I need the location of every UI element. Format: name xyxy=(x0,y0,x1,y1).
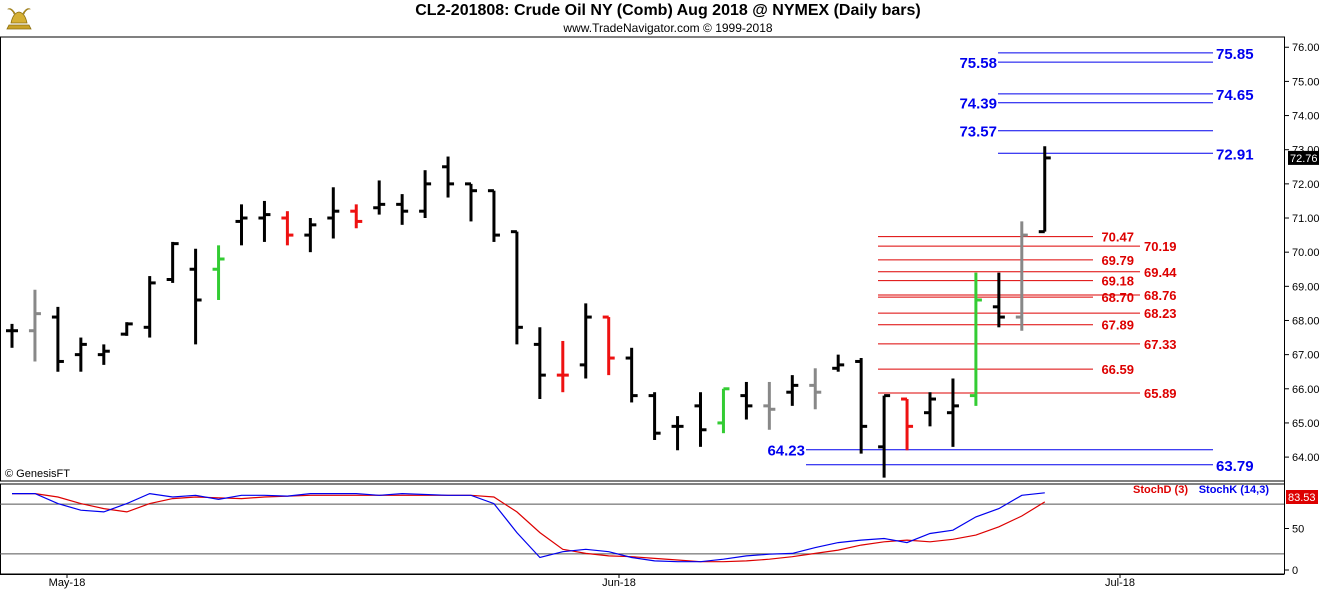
price-bar xyxy=(51,306,64,372)
level-label: 65.89 xyxy=(1144,386,1177,401)
price-bar xyxy=(120,322,133,336)
legend-stochk: StochK (14,3) xyxy=(1199,484,1270,496)
price-panel: 64.00 65.00 66.00 67.00 68.00 69.00 70.00 71.00… xyxy=(0,36,1320,574)
price-axis-tick-label: 76.00 xyxy=(1292,42,1320,54)
level-label: 69.18 xyxy=(1101,274,1134,289)
level-label: 69.44 xyxy=(1144,265,1177,280)
x-axis-tick-label: May-18 xyxy=(49,577,86,589)
chart-subtitle: www.TradeNavigator.com © 1999-2018 xyxy=(563,21,773,35)
price-bar xyxy=(855,358,868,454)
last-price-label: 72.76 xyxy=(1290,153,1318,165)
price-bar xyxy=(763,381,776,430)
price-bar xyxy=(602,315,615,376)
level-label: 69.79 xyxy=(1101,253,1134,268)
price-bar xyxy=(579,303,592,379)
price-bar xyxy=(901,397,914,451)
price-bar xyxy=(6,323,18,348)
level-label: 68.76 xyxy=(1144,288,1177,303)
price-bar xyxy=(809,368,822,410)
price-panel-frame xyxy=(0,36,1285,482)
price-bar xyxy=(487,189,500,242)
last-price-box xyxy=(1288,150,1319,165)
price-bar xyxy=(166,241,179,283)
level-label: 74.65 xyxy=(1216,87,1254,104)
level-label: 75.58 xyxy=(959,55,997,72)
level-label: 72.91 xyxy=(1216,146,1254,163)
x-axis-tick-label: Jun-18 xyxy=(602,577,636,589)
price-bar xyxy=(1038,146,1051,234)
oscillator-panel: 0 50 StochD (3) StochK (14,3) 83.53 May-18 Jun… xyxy=(0,483,1318,589)
price-axis-tick-label: 75.00 xyxy=(1292,76,1320,88)
oscillator-axis-tick-label: 50 xyxy=(1292,524,1304,536)
level-label: 75.85 xyxy=(1216,46,1254,63)
price-bar xyxy=(533,327,546,400)
level-label: 73.57 xyxy=(959,124,997,141)
level-label: 64.23 xyxy=(767,443,805,460)
price-bar xyxy=(924,392,936,427)
level-label: 68.70 xyxy=(1101,290,1134,305)
price-bar xyxy=(878,394,891,478)
price-bar xyxy=(465,182,477,222)
level-label: 63.79 xyxy=(1216,458,1254,475)
oscillator-last-box xyxy=(1286,490,1318,504)
price-bar xyxy=(717,387,730,434)
price-axis-tick-label: 70.00 xyxy=(1292,247,1320,259)
price-axis-tick-label: 72.00 xyxy=(1292,179,1320,191)
price-axis-tick-label: 64.00 xyxy=(1292,452,1320,464)
legend-stochd: StochD (3) xyxy=(1133,484,1188,496)
price-bar xyxy=(556,340,569,393)
price-bar xyxy=(740,381,753,420)
price-axis-tick-label: 69.00 xyxy=(1292,281,1320,293)
level-label: 68.23 xyxy=(1144,306,1177,321)
price-bar xyxy=(946,378,959,447)
price-bar xyxy=(625,347,638,403)
price-bar xyxy=(97,344,110,365)
price-bar xyxy=(235,204,248,246)
price-axis-tick-label: 66.00 xyxy=(1292,384,1320,396)
bull-logo-icon xyxy=(3,3,35,33)
level-label: 67.89 xyxy=(1101,318,1134,333)
price-bar xyxy=(189,248,202,345)
price-bar xyxy=(419,170,432,219)
price-bar xyxy=(74,337,87,372)
price-bar xyxy=(671,416,684,451)
level-label: 70.19 xyxy=(1144,239,1177,254)
price-bar xyxy=(327,187,340,239)
price-bar xyxy=(304,218,317,253)
price-bar xyxy=(694,392,707,447)
price-bar xyxy=(1015,221,1028,331)
price-bar xyxy=(648,392,661,441)
level-label: 66.59 xyxy=(1101,362,1134,377)
price-bar xyxy=(212,245,225,300)
price-bar xyxy=(28,289,41,362)
price-bar xyxy=(373,180,386,215)
price-axis-tick-label: 71.00 xyxy=(1292,213,1320,225)
price-bar xyxy=(832,354,845,372)
price-bar xyxy=(992,272,1005,328)
x-axis-tick-label: Jul-18 xyxy=(1105,577,1135,589)
oscillator-last-label: 83.53 xyxy=(1288,492,1316,504)
price-axis-tick-label: 65.00 xyxy=(1292,418,1320,430)
price-bar xyxy=(786,375,799,406)
price-bar xyxy=(258,200,271,242)
price-bar xyxy=(350,204,363,229)
chart-title: CL2-201808: Crude Oil NY (Comb) Aug 2018… xyxy=(415,2,921,19)
level-label: 74.39 xyxy=(959,96,997,113)
level-label: 70.47 xyxy=(1101,230,1134,245)
oscillator-series-line xyxy=(12,493,1046,563)
price-axis-tick-label: 74.00 xyxy=(1292,111,1320,123)
price-bar xyxy=(396,194,409,225)
price-bar xyxy=(510,230,523,345)
price-bar xyxy=(969,272,982,406)
price-bar xyxy=(442,156,455,198)
oscillator-axis-tick-label: 0 xyxy=(1292,565,1298,577)
price-bar xyxy=(143,276,156,338)
oscillator-series-line xyxy=(12,492,1045,563)
price-axis-tick-label: 68.00 xyxy=(1292,315,1320,327)
price-bar xyxy=(281,211,294,246)
level-label: 67.33 xyxy=(1144,337,1177,352)
price-axis-tick-label: 67.00 xyxy=(1292,350,1320,362)
copyright-label: © GenesisFT xyxy=(5,468,70,480)
